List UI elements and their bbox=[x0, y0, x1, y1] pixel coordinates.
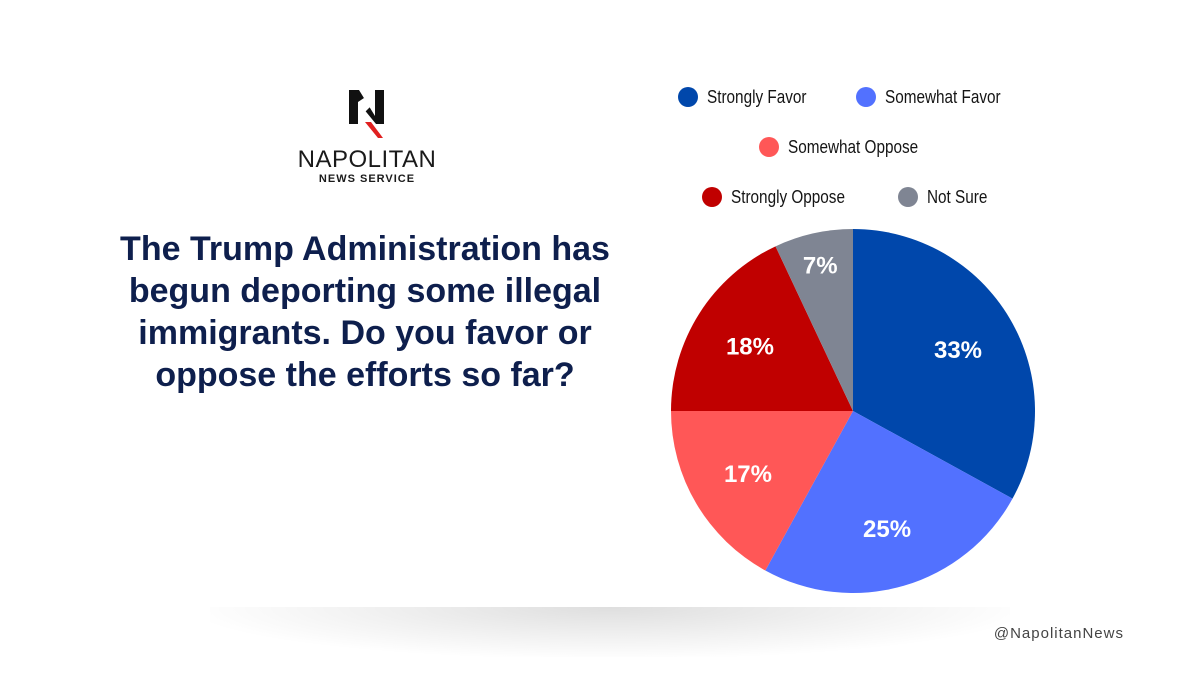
legend-label: Somewhat Favor bbox=[885, 86, 1002, 107]
legend-item-strongly-oppose: Strongly Oppose bbox=[702, 187, 865, 208]
brand-logo: NAPOLITAN NEWS SERVICE bbox=[287, 88, 447, 188]
pie-data-label: 25% bbox=[863, 516, 911, 543]
pie-slice-not-sure bbox=[775, 229, 853, 411]
chart-legend: Strongly Favor Somewhat Favor Somewhat O… bbox=[660, 72, 1040, 222]
legend-row: Strongly Favor Somewhat Favor bbox=[660, 72, 1040, 122]
legend-label: Strongly Favor bbox=[707, 86, 807, 107]
pie-data-label: 17% bbox=[724, 461, 772, 488]
pie-slice-somewhat-oppose bbox=[671, 411, 853, 571]
legend-label: Strongly Oppose bbox=[731, 186, 846, 207]
card-shadow bbox=[210, 607, 1010, 657]
legend-row: Strongly Oppose Not Sure bbox=[660, 172, 1040, 222]
pie-data-label: 18% bbox=[726, 334, 774, 361]
brand-name: NAPOLITAN bbox=[297, 146, 437, 173]
legend-swatch bbox=[897, 187, 918, 207]
legend-label: Not Sure bbox=[926, 186, 987, 207]
pie-slice-somewhat-favor bbox=[765, 411, 1013, 593]
legend-item-somewhat-favor: Somewhat Favor bbox=[856, 87, 1021, 108]
legend-swatch bbox=[678, 87, 699, 107]
pie-slice-strongly-oppose bbox=[671, 246, 853, 411]
social-handle: @NapolitanNews bbox=[993, 625, 1124, 642]
brand-subtitle: NEWS SERVICE bbox=[318, 173, 416, 185]
legend-swatch bbox=[856, 87, 877, 107]
legend-row: Somewhat Oppose bbox=[660, 122, 1040, 172]
poll-question: The Trump Administration has begun depor… bbox=[120, 230, 610, 394]
legend-item-strongly-favor: Strongly Favor bbox=[678, 87, 824, 108]
pie-data-label: 7% bbox=[803, 253, 838, 280]
legend-item-not-sure: Not Sure bbox=[897, 186, 998, 208]
legend-swatch bbox=[702, 187, 723, 207]
napolitan-n-logo-icon bbox=[349, 90, 384, 138]
pie-slice-strongly-favor bbox=[853, 229, 1035, 499]
legend-swatch bbox=[758, 137, 779, 157]
legend-label: Somewhat Oppose bbox=[787, 136, 919, 157]
pie-data-label: 33% bbox=[934, 337, 982, 364]
legend-item-somewhat-oppose: Somewhat Oppose bbox=[758, 136, 941, 158]
